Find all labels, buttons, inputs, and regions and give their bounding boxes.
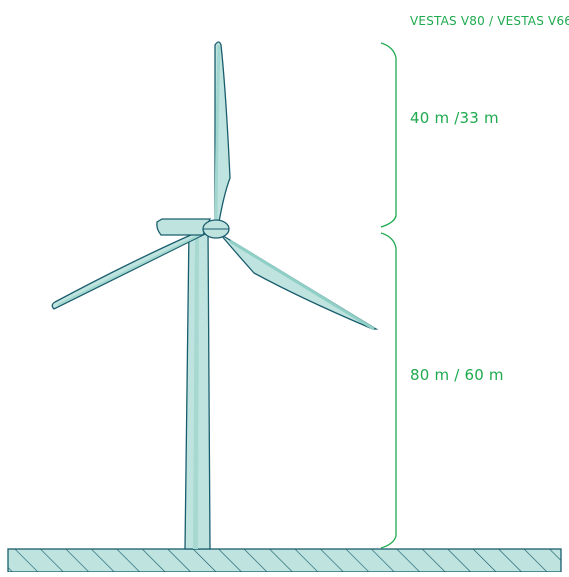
blade-right bbox=[219, 233, 379, 331]
hub bbox=[202, 219, 230, 239]
blade-left bbox=[51, 229, 214, 310]
dimension-brace-tower bbox=[380, 232, 397, 549]
blade-length-label: 40 m /33 m bbox=[410, 109, 499, 127]
dimension-brace-blade bbox=[380, 42, 397, 228]
hub-height-label: 80 m / 60 m bbox=[410, 366, 504, 384]
tower bbox=[184, 227, 211, 550]
blade-top bbox=[214, 41, 231, 224]
diagram-title: VESTAS V80 / VESTAS V66 bbox=[410, 14, 569, 28]
nacelle bbox=[156, 218, 211, 236]
ground bbox=[7, 548, 562, 573]
